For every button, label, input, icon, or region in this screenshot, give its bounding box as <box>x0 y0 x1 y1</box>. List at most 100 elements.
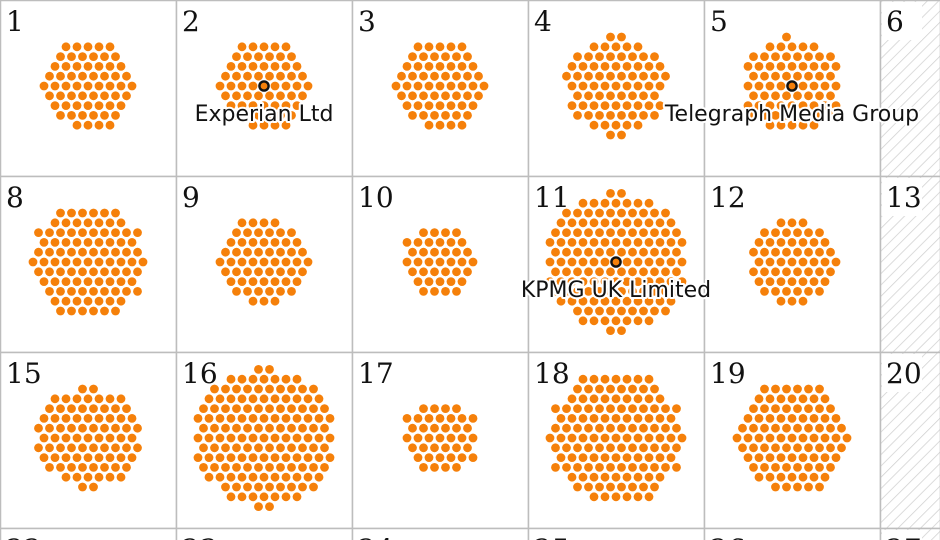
dot <box>787 277 797 286</box>
dot <box>573 267 582 277</box>
dot <box>463 91 472 101</box>
dot <box>100 267 109 277</box>
dot <box>226 472 236 482</box>
dot <box>787 218 797 228</box>
dot <box>452 423 461 433</box>
dot <box>116 81 126 91</box>
dot <box>67 111 76 120</box>
dot <box>776 453 786 462</box>
dot <box>589 374 599 384</box>
dot <box>639 287 648 296</box>
dot <box>606 32 615 42</box>
dot <box>771 91 780 101</box>
dot <box>276 111 285 120</box>
dot <box>573 71 582 81</box>
dot <box>793 287 802 296</box>
dot <box>100 306 109 316</box>
dot <box>611 394 621 404</box>
dot <box>782 111 791 120</box>
dot <box>672 247 681 257</box>
dot <box>606 130 615 140</box>
dot <box>105 120 115 130</box>
dot <box>639 208 648 218</box>
dot <box>276 247 285 257</box>
dot <box>644 218 654 228</box>
dot <box>105 433 115 443</box>
dot <box>402 62 412 71</box>
dot <box>67 247 76 257</box>
dot <box>100 404 109 413</box>
dot <box>435 277 445 286</box>
dot <box>298 267 307 277</box>
dot <box>650 52 659 61</box>
dot <box>402 81 412 91</box>
dot <box>265 267 274 277</box>
dot <box>446 81 456 91</box>
dot <box>94 120 104 130</box>
dot <box>100 228 109 238</box>
dot <box>259 218 269 228</box>
dot <box>50 81 60 91</box>
dot <box>116 414 126 423</box>
dot <box>287 287 296 296</box>
dot <box>567 433 577 443</box>
dot <box>67 287 76 296</box>
dot <box>479 81 489 91</box>
dot <box>600 62 610 71</box>
dot <box>567 296 577 306</box>
dot <box>259 238 269 247</box>
dot <box>595 423 604 433</box>
labels: Experian Ltd Telegraph Media Group KPMG UK… <box>193 80 921 305</box>
dot <box>243 443 252 453</box>
dot <box>639 463 648 472</box>
dot <box>606 423 615 433</box>
dot <box>771 384 780 394</box>
day-number-bg <box>882 354 922 392</box>
dot <box>325 433 335 443</box>
dot <box>595 208 604 218</box>
dot <box>771 111 780 120</box>
dot <box>622 296 632 306</box>
dot <box>606 404 615 413</box>
dot <box>820 257 830 267</box>
dot <box>628 247 637 257</box>
dot <box>655 277 665 286</box>
dot <box>72 414 82 423</box>
dot <box>45 423 54 433</box>
dot <box>248 492 258 502</box>
dot <box>281 472 291 482</box>
dot <box>765 101 775 110</box>
dot <box>606 326 615 335</box>
dot <box>831 453 841 462</box>
dot <box>661 247 670 257</box>
dot <box>732 433 742 443</box>
dot <box>430 404 439 413</box>
dot <box>760 228 769 238</box>
dot <box>793 384 802 394</box>
dot <box>815 443 824 453</box>
dot <box>122 71 131 81</box>
dot <box>628 423 637 433</box>
dot <box>562 443 571 453</box>
day-number: 2 <box>182 5 200 38</box>
dot <box>83 296 93 306</box>
dot <box>248 277 258 286</box>
dot <box>562 208 571 218</box>
dot <box>633 414 643 423</box>
dot <box>776 218 786 228</box>
dot <box>639 228 648 238</box>
dot <box>193 453 203 462</box>
dot <box>589 62 599 71</box>
dot <box>424 453 434 462</box>
day-number: 22 <box>6 533 42 540</box>
dot <box>226 414 236 423</box>
dot <box>276 267 285 277</box>
dot <box>292 433 302 443</box>
dot <box>584 267 593 277</box>
dot <box>644 198 654 208</box>
dot <box>655 218 665 228</box>
dot <box>424 101 434 110</box>
dot <box>94 81 104 91</box>
dot <box>61 277 71 286</box>
dot <box>754 101 764 110</box>
